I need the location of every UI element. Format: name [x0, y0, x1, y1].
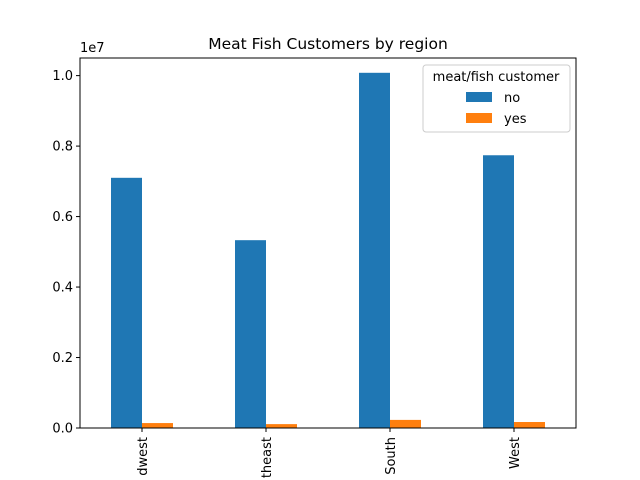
bar-no-west	[483, 155, 514, 428]
y-tick-label: 0.2	[52, 351, 73, 366]
legend-label-yes: yes	[504, 112, 527, 127]
plot-area: 0.0 0.2 0.4 0.6 0.8 1.0 dwest theast South West	[52, 69, 545, 478]
bar-yes-northeast	[266, 424, 297, 428]
x-tick-label: theast	[260, 437, 275, 478]
y-tick-label: 0.8	[52, 140, 73, 155]
bar-no-south	[359, 72, 390, 429]
bar-no-midwest	[111, 177, 142, 428]
y-axis-offset-label: 1e7	[80, 41, 105, 56]
y-tick-label: 0.4	[52, 281, 73, 296]
y-tick-label: 1.0	[52, 69, 73, 84]
legend-swatch-yes	[466, 113, 492, 123]
legend: meat/fish customer no yes	[422, 64, 571, 133]
y-tick-label: 0.6	[52, 210, 73, 225]
legend-title: meat/fish customer	[433, 70, 560, 85]
chart-title: Meat Fish Customers by region	[208, 35, 448, 53]
bar-yes-south	[390, 419, 421, 428]
axes-frame	[79, 57, 577, 429]
bar-no-northeast	[235, 240, 266, 428]
legend-label-no: no	[504, 91, 520, 106]
legend-box	[422, 64, 571, 133]
bar-yes-midwest	[142, 423, 173, 428]
x-tick-label: dwest	[136, 437, 151, 476]
y-tick-label: 0.0	[52, 422, 73, 437]
x-tick-label: West	[508, 437, 523, 469]
x-tick-label: South	[384, 437, 399, 475]
bar-yes-west	[514, 422, 545, 428]
legend-swatch-no	[466, 92, 492, 102]
